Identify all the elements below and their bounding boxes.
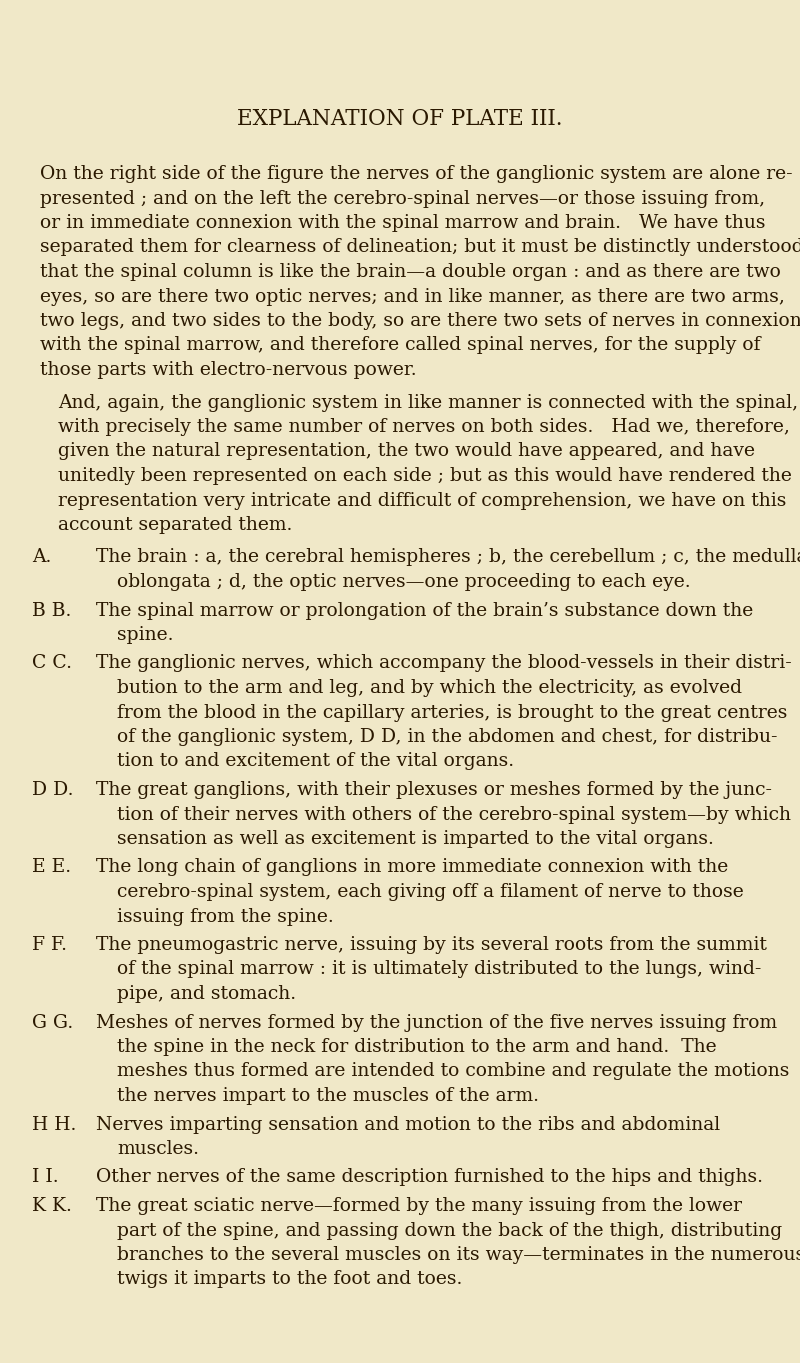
Text: issuing from the spine.: issuing from the spine. — [117, 908, 334, 925]
Text: On the right side of the figure the nerves of the ganglionic system are alone re: On the right side of the figure the nerv… — [40, 165, 793, 183]
Text: separated them for clearness of delineation; but it must be distinctly understoo: separated them for clearness of delineat… — [40, 239, 800, 256]
Text: Other nerves of the same description furnished to the hips and thighs.: Other nerves of the same description fur… — [96, 1168, 763, 1187]
Text: part of the spine, and passing down the back of the thigh, distributing: part of the spine, and passing down the … — [117, 1221, 782, 1239]
Text: The brain : a, the cerebral hemispheres ; b, the cerebellum ; c, the medulla: The brain : a, the cerebral hemispheres … — [96, 548, 800, 567]
Text: muscles.: muscles. — [117, 1139, 199, 1159]
Text: eyes, so are there two optic nerves; and in like manner, as there are two arms,: eyes, so are there two optic nerves; and… — [40, 288, 785, 305]
Text: C C.: C C. — [32, 654, 72, 672]
Text: A.: A. — [32, 548, 51, 567]
Text: given the natural representation, the two would have appeared, and have: given the natural representation, the tw… — [58, 443, 755, 461]
Text: tion of their nerves with others of the cerebro-spinal system—by which: tion of their nerves with others of the … — [117, 806, 791, 823]
Text: with the spinal marrow, and therefore called spinal nerves, for the supply of: with the spinal marrow, and therefore ca… — [40, 337, 761, 354]
Text: from the blood in the capillary arteries, is brought to the great centres: from the blood in the capillary arteries… — [117, 703, 787, 721]
Text: And, again, the ganglionic system in like manner is connected with the spinal,: And, again, the ganglionic system in lik… — [58, 394, 798, 412]
Text: The long chain of ganglions in more immediate connexion with the: The long chain of ganglions in more imme… — [96, 859, 728, 876]
Text: of the ganglionic system, D D, in the abdomen and chest, for distribu-: of the ganglionic system, D D, in the ab… — [117, 728, 778, 746]
Text: H H.: H H. — [32, 1115, 76, 1134]
Text: meshes thus formed are intended to combine and regulate the motions: meshes thus formed are intended to combi… — [117, 1063, 790, 1081]
Text: I I.: I I. — [32, 1168, 58, 1187]
Text: Meshes of nerves formed by the junction of the five nerves issuing from: Meshes of nerves formed by the junction … — [96, 1014, 777, 1032]
Text: The great ganglions, with their plexuses or meshes formed by the junc-: The great ganglions, with their plexuses… — [96, 781, 772, 799]
Text: The great sciatic nerve—formed by the many issuing from the lower: The great sciatic nerve—formed by the ma… — [96, 1197, 742, 1214]
Text: twigs it imparts to the foot and toes.: twigs it imparts to the foot and toes. — [117, 1270, 462, 1288]
Text: The spinal marrow or prolongation of the brain’s substance down the: The spinal marrow or prolongation of the… — [96, 601, 754, 620]
Text: cerebro-spinal system, each giving off a filament of nerve to those: cerebro-spinal system, each giving off a… — [117, 883, 744, 901]
Text: G G.: G G. — [32, 1014, 74, 1032]
Text: pipe, and stomach.: pipe, and stomach. — [117, 985, 296, 1003]
Text: the nerves impart to the muscles of the arm.: the nerves impart to the muscles of the … — [117, 1088, 539, 1105]
Text: account separated them.: account separated them. — [58, 517, 292, 534]
Text: B B.: B B. — [32, 601, 71, 620]
Text: K K.: K K. — [32, 1197, 72, 1214]
Text: of the spinal marrow : it is ultimately distributed to the lungs, wind-: of the spinal marrow : it is ultimately … — [117, 961, 762, 979]
Text: presented ; and on the left the cerebro-spinal nerves—or those issuing from,: presented ; and on the left the cerebro-… — [40, 189, 765, 207]
Text: those parts with electro-nervous power.: those parts with electro-nervous power. — [40, 361, 417, 379]
Text: The pneumogastric nerve, issuing by its several roots from the summit: The pneumogastric nerve, issuing by its … — [96, 936, 767, 954]
Text: sensation as well as excitement is imparted to the vital organs.: sensation as well as excitement is impar… — [117, 830, 714, 848]
Text: spine.: spine. — [117, 626, 174, 643]
Text: or in immediate connexion with the spinal marrow and brain.   We have thus: or in immediate connexion with the spina… — [40, 214, 766, 232]
Text: that the spinal column is like the brain—a double organ : and as there are two: that the spinal column is like the brain… — [40, 263, 781, 281]
Text: the spine in the neck for distribution to the arm and hand.  The: the spine in the neck for distribution t… — [117, 1039, 717, 1056]
Text: The ganglionic nerves, which accompany the blood-vessels in their distri-: The ganglionic nerves, which accompany t… — [96, 654, 792, 672]
Text: tion to and excitement of the vital organs.: tion to and excitement of the vital orga… — [117, 752, 514, 770]
Text: with precisely the same number of nerves on both sides.   Had we, therefore,: with precisely the same number of nerves… — [58, 418, 790, 436]
Text: bution to the arm and leg, and by which the electricity, as evolved: bution to the arm and leg, and by which … — [117, 679, 742, 696]
Text: F F.: F F. — [32, 936, 67, 954]
Text: oblongata ; d, the optic nerves—one proceeding to each eye.: oblongata ; d, the optic nerves—one proc… — [117, 572, 690, 592]
Text: E E.: E E. — [32, 859, 71, 876]
Text: unitedly been represented on each side ; but as this would have rendered the: unitedly been represented on each side ;… — [58, 468, 792, 485]
Text: Nerves imparting sensation and motion to the ribs and abdominal: Nerves imparting sensation and motion to… — [96, 1115, 720, 1134]
Text: two legs, and two sides to the body, so are there two sets of nerves in connexio: two legs, and two sides to the body, so … — [40, 312, 800, 330]
Text: D D.: D D. — [32, 781, 74, 799]
Text: branches to the several muscles on its way—terminates in the numerous: branches to the several muscles on its w… — [117, 1246, 800, 1264]
Text: EXPLANATION OF PLATE III.: EXPLANATION OF PLATE III. — [238, 108, 562, 129]
Text: representation very intricate and difficult of comprehension, we have on this: representation very intricate and diffic… — [58, 492, 786, 510]
